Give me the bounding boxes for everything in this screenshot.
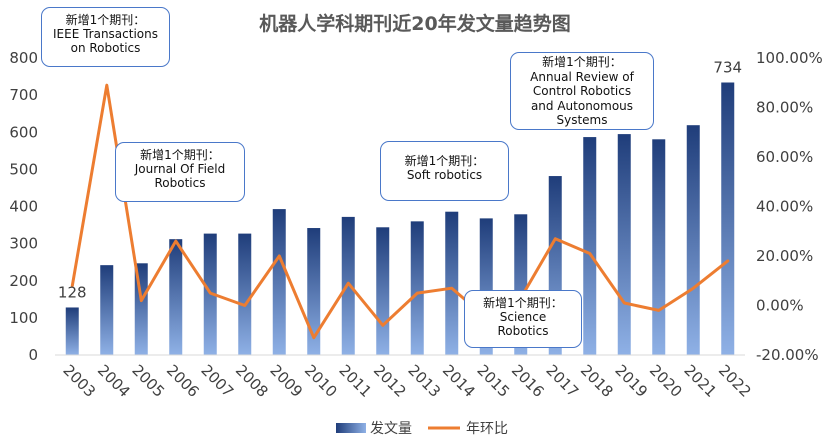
y-right-tick-label: 100.00% — [756, 49, 823, 67]
x-axis: 2003200420052006200720082009201020112012… — [55, 354, 755, 401]
bar — [307, 228, 321, 355]
bar — [686, 125, 700, 355]
annotation-science-robotics: 新增1个期刊： Science Robotics — [464, 290, 582, 348]
legend-line-label: 年环比 — [466, 421, 508, 437]
x-tick-label: 2016 — [508, 361, 548, 401]
bar — [376, 227, 390, 355]
line-path — [70, 83, 730, 340]
y-right-tick-label: 80.00% — [756, 99, 813, 117]
chart-title: 机器人学科期刊近20年发文量趋势图 — [259, 12, 570, 35]
x-tick-label: 2007 — [197, 361, 237, 401]
annotation-ieee-tro: 新增1个期刊： IEEE Transactions on Robotics — [41, 7, 170, 67]
annotation-field-robotics: 新增1个期刊： Journal Of Field Robotics — [115, 142, 245, 202]
bar — [100, 265, 114, 355]
bar — [410, 221, 424, 355]
y-left-tick-label: 400 — [9, 198, 38, 216]
bar — [617, 134, 631, 355]
y-left-tick-label: 500 — [9, 160, 38, 178]
x-tick-label: 2015 — [473, 361, 513, 401]
data-labels: 128 734 — [58, 59, 742, 302]
x-tick-label: 2012 — [370, 361, 410, 401]
x-tick-label: 2022 — [715, 361, 755, 401]
y-left-tick-label: 600 — [9, 123, 38, 141]
x-tick-label: 2018 — [577, 361, 617, 401]
x-tick-label: 2009 — [266, 361, 306, 401]
x-tick-label: 2013 — [404, 361, 444, 401]
bar — [445, 211, 459, 355]
bar — [65, 307, 79, 355]
y-left-tick-label: 300 — [9, 235, 38, 253]
y-left-tick-label: 200 — [9, 272, 38, 290]
line-series — [70, 83, 730, 340]
x-tick-label: 2003 — [59, 361, 99, 401]
y-left-tick-label: 800 — [9, 49, 38, 67]
x-tick-label: 2019 — [611, 361, 651, 401]
y-axis-right: -20.00% 0.00% 20.00% 40.00% 60.00% 80.00% 100.… — [756, 49, 823, 364]
data-label: 128 — [58, 283, 87, 301]
annotation-annual-review: 新增1个期刊： Annual Review of Control Robotic… — [510, 52, 654, 130]
y-right-tick-label: -20.00% — [756, 346, 819, 364]
bar — [721, 82, 735, 355]
x-tick-label: 2021 — [680, 361, 720, 401]
x-tick-label: 2011 — [335, 361, 375, 401]
annotation-soft-robotics: 新增1个期刊： Soft robotics — [380, 141, 509, 201]
y-right-tick-label: 0.00% — [756, 297, 804, 315]
legend: 发文量 年环比 — [336, 421, 508, 437]
y-right-tick-label: 40.00% — [756, 198, 813, 216]
x-tick-label: 2005 — [128, 361, 168, 401]
legend-bar-swatch — [336, 423, 366, 433]
x-tick-label: 2004 — [94, 361, 134, 401]
x-tick-label: 2014 — [439, 361, 479, 401]
x-tick-label: 2006 — [163, 361, 203, 401]
y-left-tick-label: 700 — [9, 86, 38, 104]
data-label: 734 — [713, 59, 742, 77]
x-tick-label: 2008 — [232, 361, 272, 401]
legend-bar-label: 发文量 — [370, 421, 412, 437]
x-tick-label: 2020 — [646, 361, 686, 401]
y-right-tick-label: 60.00% — [756, 148, 813, 166]
y-left-tick-label: 100 — [9, 309, 38, 327]
bar — [238, 233, 252, 355]
x-tick-label: 2010 — [301, 361, 341, 401]
bar — [652, 139, 666, 355]
bar — [169, 239, 183, 355]
bar — [272, 209, 286, 355]
bar — [583, 137, 597, 355]
y-right-tick-label: 20.00% — [756, 247, 813, 265]
x-tick-label: 2017 — [542, 361, 582, 401]
bar-series — [65, 82, 735, 355]
y-left-tick-label: 0 — [28, 346, 38, 364]
y-axis-left: 0 100 200 300 400 500 600 700 800 — [9, 49, 38, 364]
